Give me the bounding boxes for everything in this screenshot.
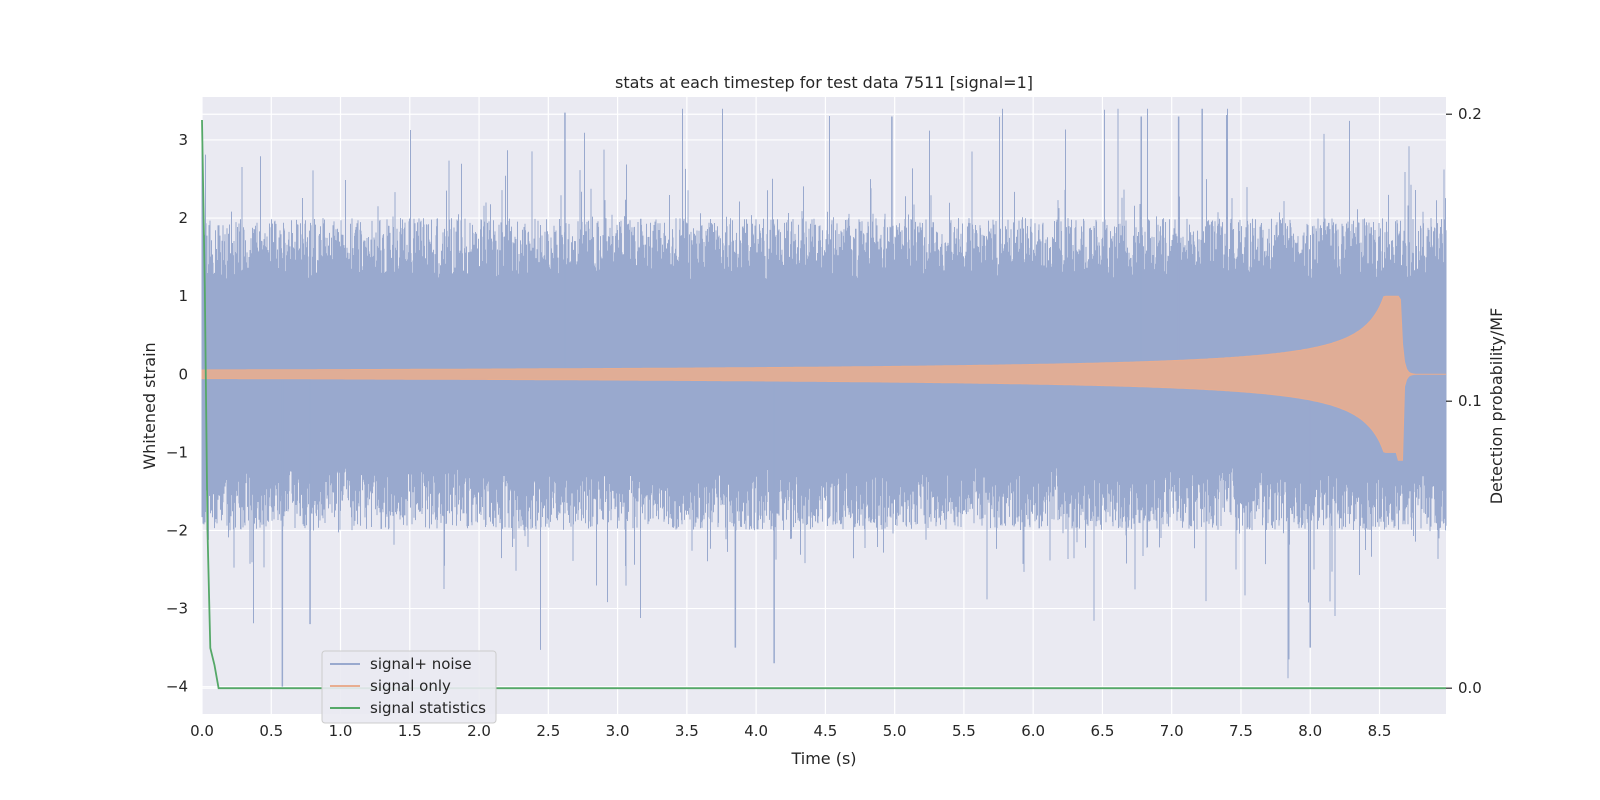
y-tick-label: 2: [178, 209, 188, 227]
x-tick-label: 6.5: [1091, 722, 1115, 740]
x-tick-label: 5.5: [952, 722, 976, 740]
x-axis-ticks: 0.0 0.5 1.0 1.5 2.0 2.5 3.0 3.5 4.0 4.5 5.0 5.5 6.0 6…: [190, 722, 1391, 740]
x-tick-label: 8.0: [1298, 722, 1322, 740]
signal-only-line: [201, 295, 1446, 461]
series-signal-statistics: [201, 119, 1446, 690]
x-tick-label: 1.5: [398, 722, 422, 740]
x-axis-label: Time (s): [790, 749, 856, 768]
y-tick-label: −4: [166, 678, 188, 696]
x-tick-label: 7.5: [1229, 722, 1253, 740]
y-tick-label: 0: [178, 365, 188, 383]
series-signal-only: [201, 295, 1446, 461]
x-tick-label: 0.5: [259, 722, 283, 740]
x-tick-label: 2.0: [467, 722, 491, 740]
x-tick-label: 6.0: [1021, 722, 1045, 740]
y2-tick-label: 0.0: [1458, 679, 1482, 697]
x-tick-label: 8.5: [1368, 722, 1392, 740]
y-axis-ticks: 3 2 1 0 −1 −2 −3 −4: [166, 131, 188, 696]
x-tick-label: 5.0: [883, 722, 907, 740]
x-tick-label: 0.0: [190, 722, 214, 740]
y-tick-label: 1: [178, 287, 188, 305]
x-tick-label: 4.5: [813, 722, 837, 740]
legend-label-signal-plus-noise: signal+ noise: [370, 655, 472, 673]
y-tick-label: −1: [166, 443, 188, 461]
y-tick-label: 3: [178, 131, 188, 149]
x-tick-label: 3.5: [675, 722, 699, 740]
y-tick-label: −2: [166, 521, 188, 539]
x-tick-label: 7.0: [1160, 722, 1184, 740]
signal-statistics-line: [201, 119, 1446, 690]
legend-label-signal-statistics: signal statistics: [370, 699, 486, 717]
y2-axis-label: Detection probability/MF: [1487, 308, 1506, 505]
legend: signal+ noise signal only signal statist…: [321, 650, 497, 724]
legend-label-signal-only: signal only: [370, 677, 451, 695]
y2-tick-label: 0.1: [1458, 392, 1482, 410]
y-axis-label: Whitened strain: [140, 342, 159, 469]
x-tick-label: 4.0: [744, 722, 768, 740]
y2-tick-label: 0.2: [1458, 105, 1482, 123]
x-tick-label: 1.0: [329, 722, 353, 740]
x-tick-label: 3.0: [606, 722, 630, 740]
legend-box: [321, 650, 497, 724]
chart-title: stats at each timestep for test data 751…: [615, 73, 1033, 92]
y-tick-label: −3: [166, 600, 188, 618]
x-tick-label: 2.5: [536, 722, 560, 740]
y2-axis-ticks: 0.2 0.1 0.0: [1446, 105, 1482, 697]
